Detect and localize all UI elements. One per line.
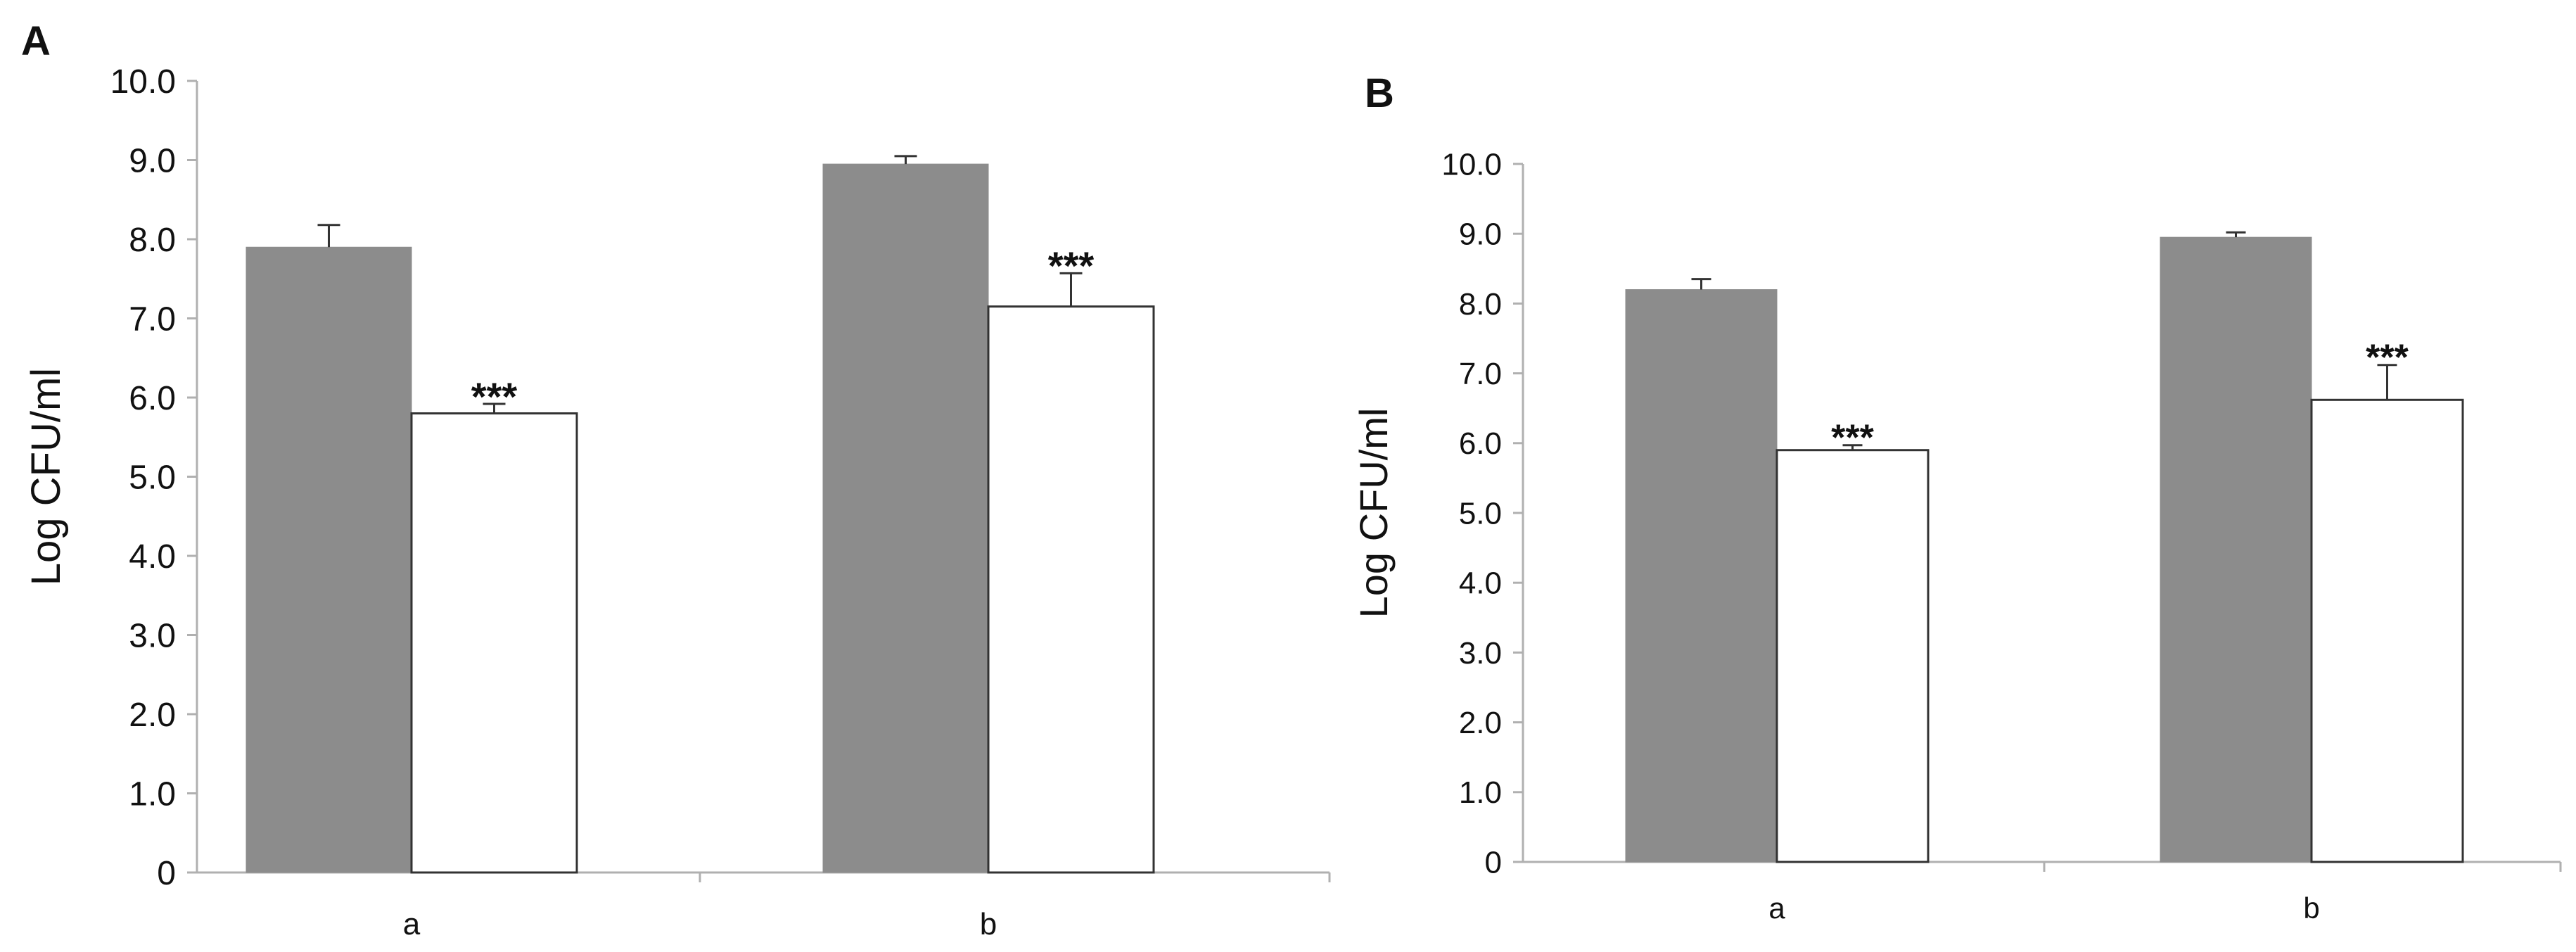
panel-b-bar: [1625, 289, 1778, 863]
panel-b-y-axis-label: Log CFU/ml: [1351, 408, 1396, 618]
panel-a-significance-label: ***: [471, 374, 518, 419]
panel-a-category-label: b: [980, 907, 997, 941]
panel-a-y-tick-label: 10.0: [110, 63, 176, 101]
panel-a-bar: [246, 246, 412, 873]
panel-a-bar: [822, 163, 989, 873]
panel-a-y-tick-label: 5.0: [129, 459, 176, 496]
panel-a-y-axis-label: Log CFU/ml: [23, 368, 69, 585]
panel-b-y-tick-label: 4.0: [1459, 566, 1502, 601]
panel-b-y-tick-label: 7.0: [1459, 357, 1502, 391]
panel-a-y-tick-label: 9.0: [129, 142, 176, 179]
panel-a-y-tick-label: 6.0: [129, 380, 176, 417]
panel-b-plot: 0 1.0 2.0 3.0 4.0 5.0 6.0 7.0 8.0 9.0 10.0 Log CFU/…: [1351, 147, 2562, 925]
panel-a-y-tick-label: 7.0: [129, 300, 176, 338]
panel-b-significance-label: ***: [2366, 337, 2409, 378]
panel-b-y-tick-label: 3.0: [1459, 636, 1502, 671]
panel-b-significance-label: ***: [1831, 417, 1874, 458]
panel-a-y-tick-label: 8.0: [129, 222, 176, 259]
panel-a: A 0 1.0 2.0 3.0 4.0 5.0 6.0 7.0 8.0 9.0 10.0 Log CF…: [21, 18, 1331, 941]
panel-a-plot: 0 1.0 2.0 3.0 4.0 5.0 6.0 7.0 8.0 9.0 10.0 Log CFU/…: [23, 63, 1331, 941]
panel-b-letter: B: [1365, 70, 1394, 116]
panel-b-y-tick-label: 9.0: [1459, 217, 1502, 252]
panel-a-bar: [410, 412, 578, 874]
panel-a-y-tick-label: 4.0: [129, 538, 176, 576]
panel-b-bar: [1775, 449, 1930, 863]
panel-b-y-tick-label: 8.0: [1459, 287, 1502, 322]
panel-a-y-tick-label: 1.0: [129, 775, 176, 813]
panel-b-y-tick-label: 10.0: [1441, 147, 1502, 182]
panel-b-bar: [2310, 398, 2464, 863]
panel-b-category-label: b: [2303, 891, 2319, 925]
panel-b-y-tick-label: 6.0: [1459, 426, 1502, 461]
panel-b-y-tick-label: 5.0: [1459, 496, 1502, 531]
panel-a-bar: [987, 305, 1155, 874]
panel-b-category-label: a: [1768, 891, 1785, 925]
panel-a-significance-label: ***: [1048, 243, 1095, 288]
panel-a-y-tick-label: 3.0: [129, 617, 176, 654]
panel-a-y-tick-label: 0: [157, 855, 176, 892]
panel-a-category-label: a: [403, 907, 421, 941]
panel-b-y-tick-label: 0: [1485, 845, 1502, 880]
panel-b-bar: [2160, 236, 2312, 863]
panel-b-y-tick-label: 2.0: [1459, 706, 1502, 740]
panel-a-letter: A: [21, 18, 51, 64]
panel-b: B 0 1.0 2.0 3.0 4.0 5.0 6.0 7.0 8.0 9.0 10.0 Log CF…: [1351, 70, 2562, 925]
panel-b-y-tick-label: 1.0: [1459, 775, 1502, 810]
panel-a-y-tick-label: 2.0: [129, 697, 176, 734]
